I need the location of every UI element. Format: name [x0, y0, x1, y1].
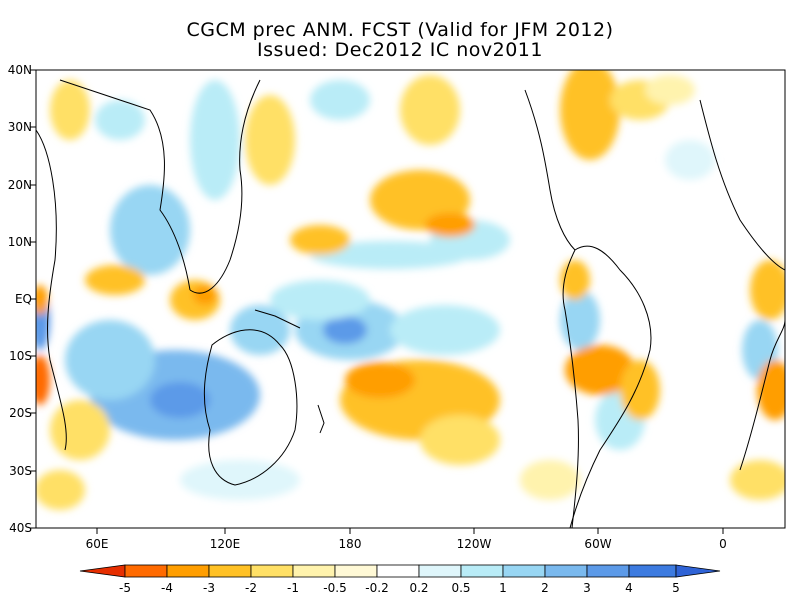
colorbar-swatch	[586, 564, 630, 578]
lat-label: 40S	[9, 521, 32, 535]
precip-anomaly-field	[36, 70, 785, 528]
colorbar-label: -4	[161, 581, 173, 595]
lon-ticks	[96, 528, 724, 534]
colorbar-swatch	[628, 564, 677, 578]
colorbar-label: 5	[672, 581, 680, 595]
colorbar-swatch	[544, 564, 588, 578]
lat-label: 10S	[9, 349, 32, 363]
lat-label: 30S	[9, 464, 32, 478]
colorbar-swatch	[460, 564, 504, 578]
colorbar-label: 3	[583, 581, 591, 595]
lon-label: 180	[338, 537, 362, 551]
colorbar-label: 2	[541, 581, 549, 595]
lon-label: 60E	[85, 537, 109, 551]
colorbar-label: -3	[203, 581, 215, 595]
colorbar-swatch	[675, 564, 721, 578]
map-subtitle: Issued: Dec2012 IC nov2011	[257, 39, 543, 61]
lon-label: 60W	[584, 537, 612, 551]
colorbar-label: 0.2	[409, 581, 429, 595]
lat-label: EQ	[14, 292, 32, 306]
colorbar-swatch	[376, 564, 420, 578]
colorbar-swatch	[334, 564, 378, 578]
lat-label: 20N	[7, 178, 32, 192]
lat-label: 10N	[7, 235, 32, 249]
map-title: CGCM prec ANM. FCST (Valid for JFM 2012)	[186, 19, 614, 41]
lon-label: 0	[719, 537, 727, 551]
colorbar-swatch	[292, 564, 336, 578]
colorbar-label: 1	[499, 581, 507, 595]
colorbar	[79, 564, 721, 578]
colorbar-swatch	[124, 564, 168, 578]
lat-label: 40N	[7, 63, 32, 77]
colorbar-swatch	[418, 564, 462, 578]
lat-label: 30N	[7, 120, 32, 134]
lat-ticks	[30, 69, 36, 529]
colorbar-label: -0.5	[323, 581, 347, 595]
lon-label: 120E	[209, 537, 241, 551]
colorbar-label: 4	[625, 581, 633, 595]
lon-label: 120W	[456, 537, 492, 551]
lat-label: 20S	[9, 406, 32, 420]
colorbar-label: 0.5	[451, 581, 471, 595]
colorbar-swatch	[208, 564, 252, 578]
colorbar-label: -1	[287, 581, 299, 595]
colorbar-label: -0.2	[365, 581, 389, 595]
colorbar-swatch	[502, 564, 546, 578]
colorbar-label: -2	[245, 581, 257, 595]
colorbar-swatch	[166, 564, 210, 578]
coastlines	[36, 79, 785, 528]
colorbar-label: -5	[119, 581, 131, 595]
colorbar-swatch	[79, 564, 126, 578]
colorbar-swatch	[250, 564, 294, 578]
